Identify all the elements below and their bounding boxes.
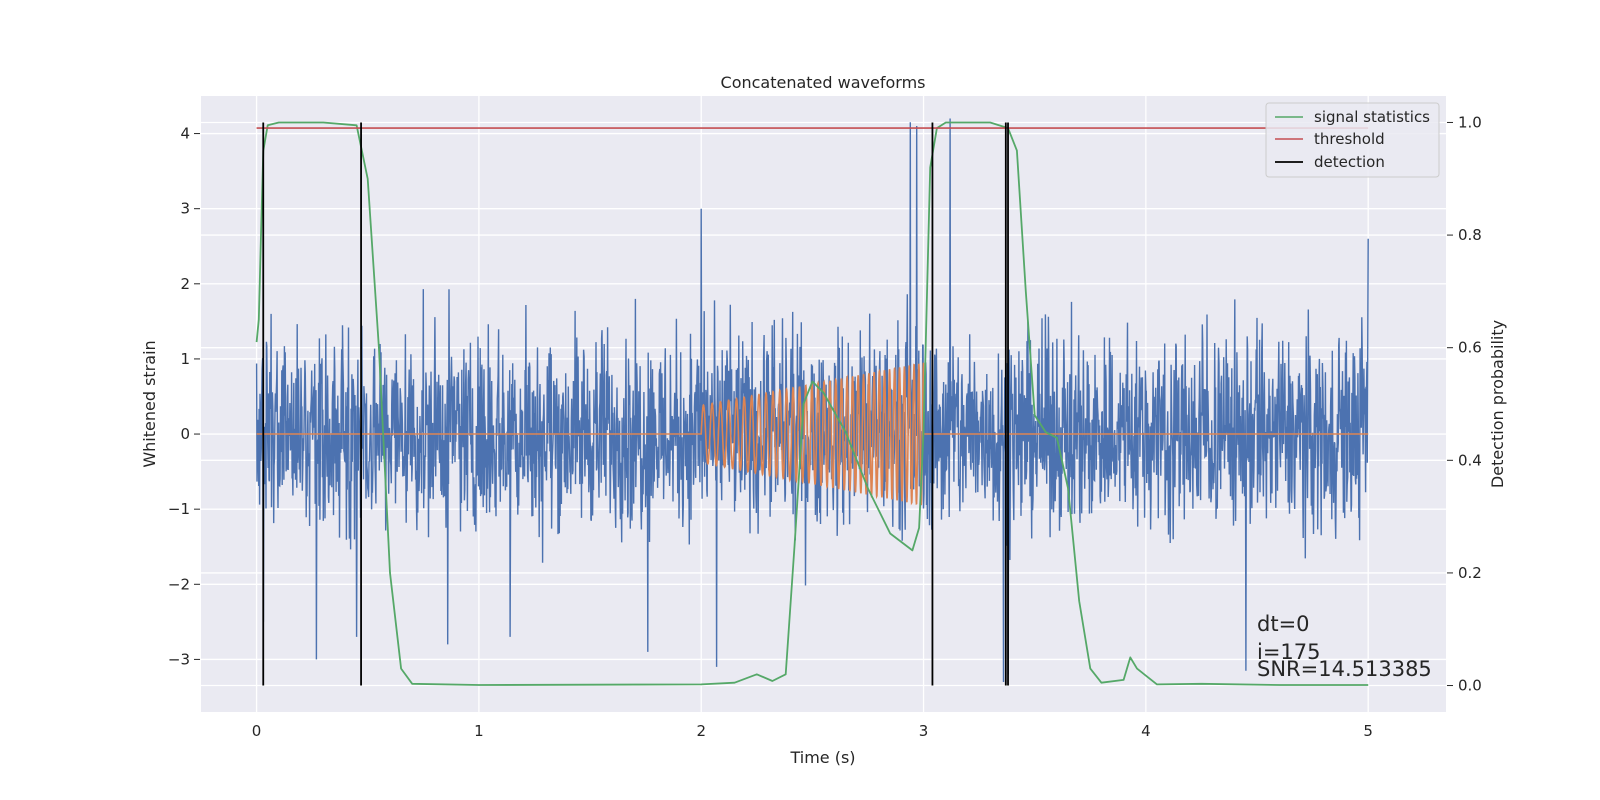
y-right-tick-label: 0.0 <box>1458 677 1482 695</box>
y-tick-label: 1 <box>180 350 190 368</box>
legend-box <box>1265 102 1440 178</box>
legend-label-detection: detection <box>1314 153 1385 171</box>
x-tick-label: 4 <box>1141 722 1151 740</box>
legend-label-signal: signal statistics <box>1314 108 1430 126</box>
x-tick-label: 3 <box>919 722 929 740</box>
annotation-snr: SNR=14.513385 <box>1257 657 1432 681</box>
series-noise-strain <box>255 118 1369 683</box>
y-tick-label: 4 <box>180 125 190 143</box>
y-tick-label: −2 <box>168 575 190 593</box>
y-tick-label: 3 <box>180 200 190 218</box>
y-right-tick-label: 0.4 <box>1458 451 1482 469</box>
x-tick-label: 2 <box>696 722 706 740</box>
ticks: 0 1 2 3 4 5 −3 −2 −1 0 1 2 3 4 0.0 0.2 0.4 0.6 0.8 1.0 <box>168 113 1482 740</box>
y-right-tick-label: 0.2 <box>1458 564 1482 582</box>
annotation-index: i=175 <box>1257 640 1321 664</box>
y-tick-label: −3 <box>168 650 190 668</box>
y-axis-label: Whitened strain <box>140 340 159 467</box>
series-signal-statistics <box>255 121 1369 686</box>
x-tick-label: 1 <box>474 722 484 740</box>
chart-title: Concatenated waveforms <box>721 73 926 92</box>
annotation-dt: dt=0 <box>1257 612 1310 636</box>
x-axis-label: Time (s) <box>789 748 855 767</box>
series-chirp-signal <box>256 362 1369 506</box>
x-tick-label: 5 <box>1363 722 1373 740</box>
y-right-tick-label: 0.6 <box>1458 339 1482 357</box>
y-right-tick-label: 0.8 <box>1458 226 1482 244</box>
legend: signal statistics threshold detection <box>1265 102 1440 178</box>
data-layer <box>255 118 1369 686</box>
x-tick-label: 0 <box>252 722 262 740</box>
legend-label-threshold: threshold <box>1314 130 1385 148</box>
y-tick-label: 0 <box>180 425 190 443</box>
y-right-tick-label: 1.0 <box>1458 113 1482 131</box>
y-tick-label: −1 <box>168 500 190 518</box>
y-right-axis-label: Detection probability <box>1488 320 1507 488</box>
y-tick-label: 2 <box>180 275 190 293</box>
